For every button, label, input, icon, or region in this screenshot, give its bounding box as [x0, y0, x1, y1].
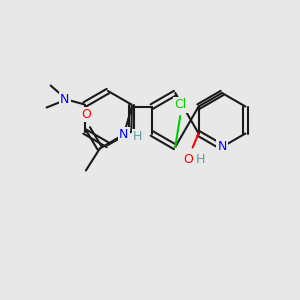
Text: H: H [196, 153, 205, 166]
Text: Cl: Cl [174, 98, 186, 112]
Text: O: O [184, 153, 194, 166]
Text: N: N [119, 128, 128, 141]
Text: N: N [217, 140, 227, 154]
Text: N: N [60, 93, 69, 106]
Text: H: H [133, 130, 142, 143]
Text: O: O [81, 108, 91, 121]
